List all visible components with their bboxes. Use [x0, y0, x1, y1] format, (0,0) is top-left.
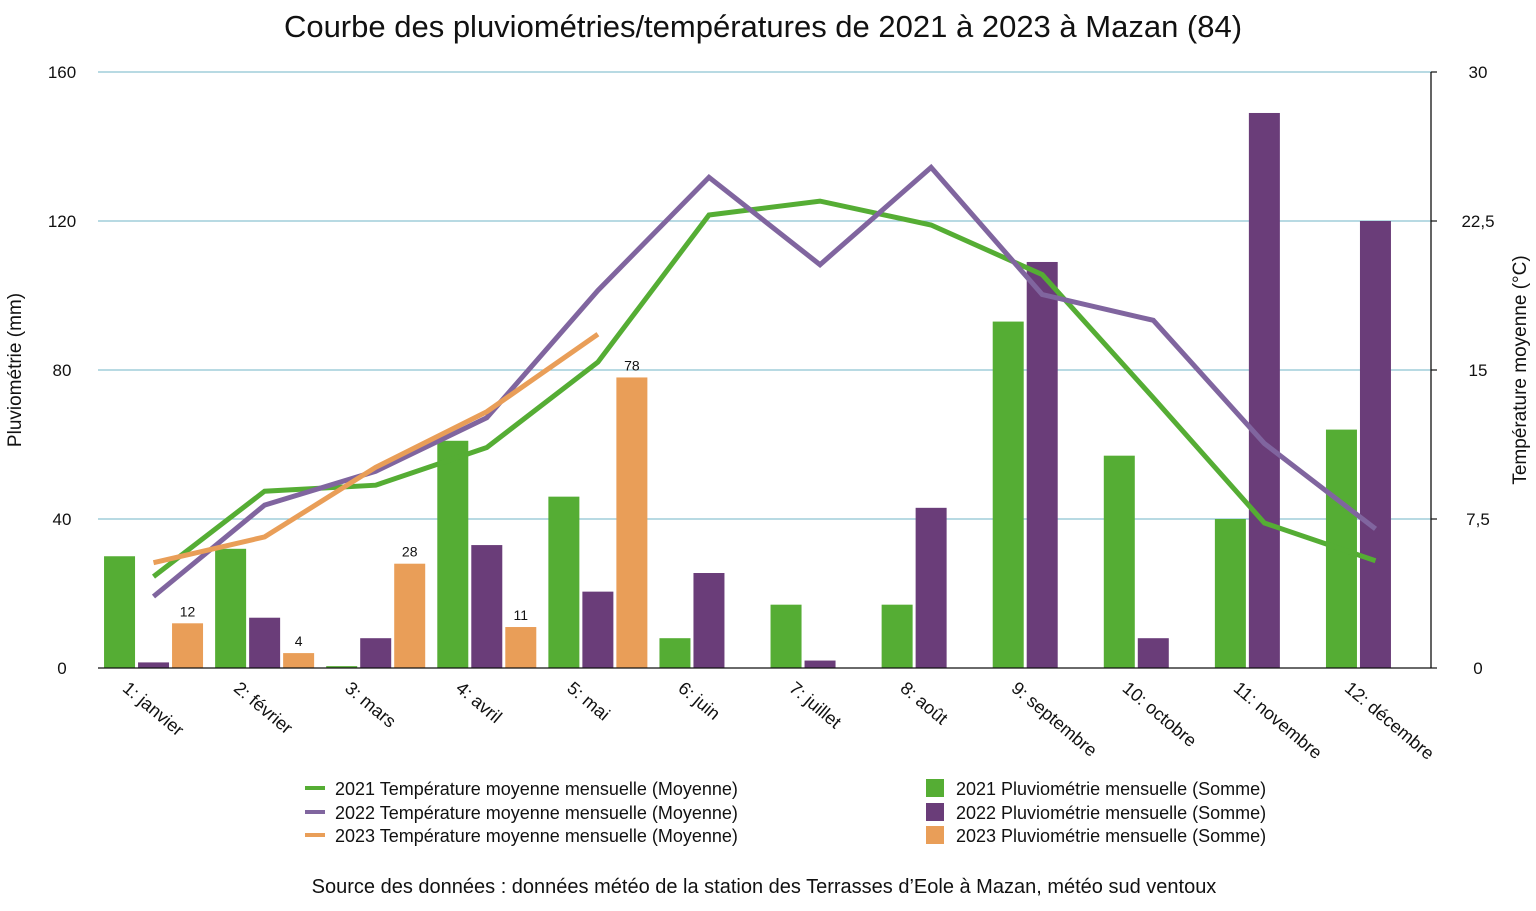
left-tick-label: 40 [53, 510, 72, 529]
right-axis-ticks: 0 7,5 15 22,5 30 [1431, 63, 1495, 678]
left-tick-label: 160 [48, 63, 76, 82]
bar-2021-5 [548, 496, 580, 668]
source-note: Source des données : données météo de la… [312, 876, 1217, 898]
data-labels-group: 12 4 28 11 78 [180, 357, 640, 649]
gridlines [98, 71, 1431, 520]
category-label: 8: août [897, 678, 952, 729]
left-tick-label: 120 [48, 212, 76, 231]
right-tick-label: 0 [1473, 659, 1482, 678]
bar-2023-1 [172, 623, 204, 668]
temperature-line-2022 [151, 163, 1378, 599]
bar-2022-2 [249, 617, 281, 668]
category-label: 11: novembre [1230, 678, 1326, 763]
category-label: 9: septembre [1008, 678, 1101, 761]
category-label: 5: mai [563, 678, 613, 725]
category-label: 10: octobre [1119, 678, 1201, 751]
legend-label-rain-2023: 2023 Pluviométrie mensuelle (Somme) [956, 826, 1266, 846]
bar-2022-5 [582, 591, 614, 668]
legend-swatch-rain-2023 [926, 826, 944, 844]
lines-group [151, 163, 1378, 599]
bar-2023-2 [283, 653, 315, 668]
temperature-line-2021 [151, 198, 1377, 579]
category-label: 2: février [230, 678, 297, 738]
bar-2021-2 [215, 548, 247, 668]
right-tick-label: 30 [1469, 63, 1488, 82]
legend: 2021 Température moyenne mensuelle (Moye… [305, 779, 1266, 846]
bar-2021-6 [659, 638, 691, 668]
chart-title: Courbe des pluviométries/températures de… [284, 9, 1242, 44]
right-tick-label: 7,5 [1466, 510, 1490, 529]
category-label: 7: juillet [785, 678, 845, 733]
bar-2023-3 [394, 563, 426, 668]
legend-label-temp-2021: 2021 Température moyenne mensuelle (Moye… [335, 779, 738, 799]
left-axis-ticks: 0 40 80 120 160 [48, 63, 76, 678]
bar-2022-8 [915, 507, 947, 668]
left-tick-label: 80 [53, 361, 72, 380]
bar-data-label: 28 [402, 544, 418, 560]
legend-label-rain-2021: 2021 Pluviométrie mensuelle (Somme) [956, 779, 1266, 799]
bar-2021-8 [881, 604, 913, 668]
bar-2023-5 [616, 377, 648, 668]
bar-2022-11 [1248, 112, 1280, 669]
bar-data-label: 78 [624, 357, 640, 373]
right-tick-label: 22,5 [1461, 212, 1494, 231]
right-tick-label: 15 [1469, 361, 1488, 380]
bars-group [104, 112, 1391, 669]
temperature-line-2023 [152, 332, 600, 566]
category-label: 3: mars [341, 678, 400, 732]
bar-2022-6 [693, 573, 725, 668]
bar-data-label: 4 [295, 633, 303, 649]
bar-2022-9 [1026, 261, 1058, 668]
bar-2022-4 [471, 545, 503, 668]
bar-2022-1 [138, 662, 170, 668]
legend-swatch-rain-2021 [926, 779, 944, 797]
bar-data-label: 12 [180, 603, 196, 619]
category-label: 1: janvier [119, 678, 188, 740]
bar-2021-1 [104, 556, 136, 668]
bar-2021-7 [770, 604, 802, 668]
bar-2022-3 [360, 638, 392, 668]
left-tick-label: 0 [57, 659, 66, 678]
bar-2022-12 [1359, 221, 1391, 668]
category-labels: 1: janvier 2: février 3: mars 4: avril 5: ma… [119, 678, 1438, 764]
legend-label-temp-2023: 2023 Température moyenne mensuelle (Moye… [335, 826, 738, 846]
category-label: 6: juin [674, 678, 724, 724]
bar-2022-7 [804, 660, 836, 668]
legend-label-temp-2022: 2022 Température moyenne mensuelle (Moye… [335, 803, 738, 823]
bar-2023-4 [505, 627, 537, 668]
bar-data-label: 11 [514, 607, 529, 623]
bar-2022-10 [1137, 638, 1169, 668]
bar-2021-3 [326, 666, 358, 668]
bar-2021-4 [437, 440, 469, 668]
bar-2021-9 [992, 321, 1024, 668]
bar-2021-11 [1214, 519, 1246, 668]
right-axis-label: Température moyenne (°C) [1510, 255, 1531, 484]
bar-2021-10 [1103, 455, 1135, 668]
category-label: 4: avril [452, 678, 505, 727]
left-axis-label: Pluviométrie (mm) [5, 293, 26, 447]
legend-swatch-rain-2022 [926, 803, 944, 821]
category-label: 12: décembre [1341, 678, 1438, 764]
legend-label-rain-2022: 2022 Pluviométrie mensuelle (Somme) [956, 803, 1266, 823]
